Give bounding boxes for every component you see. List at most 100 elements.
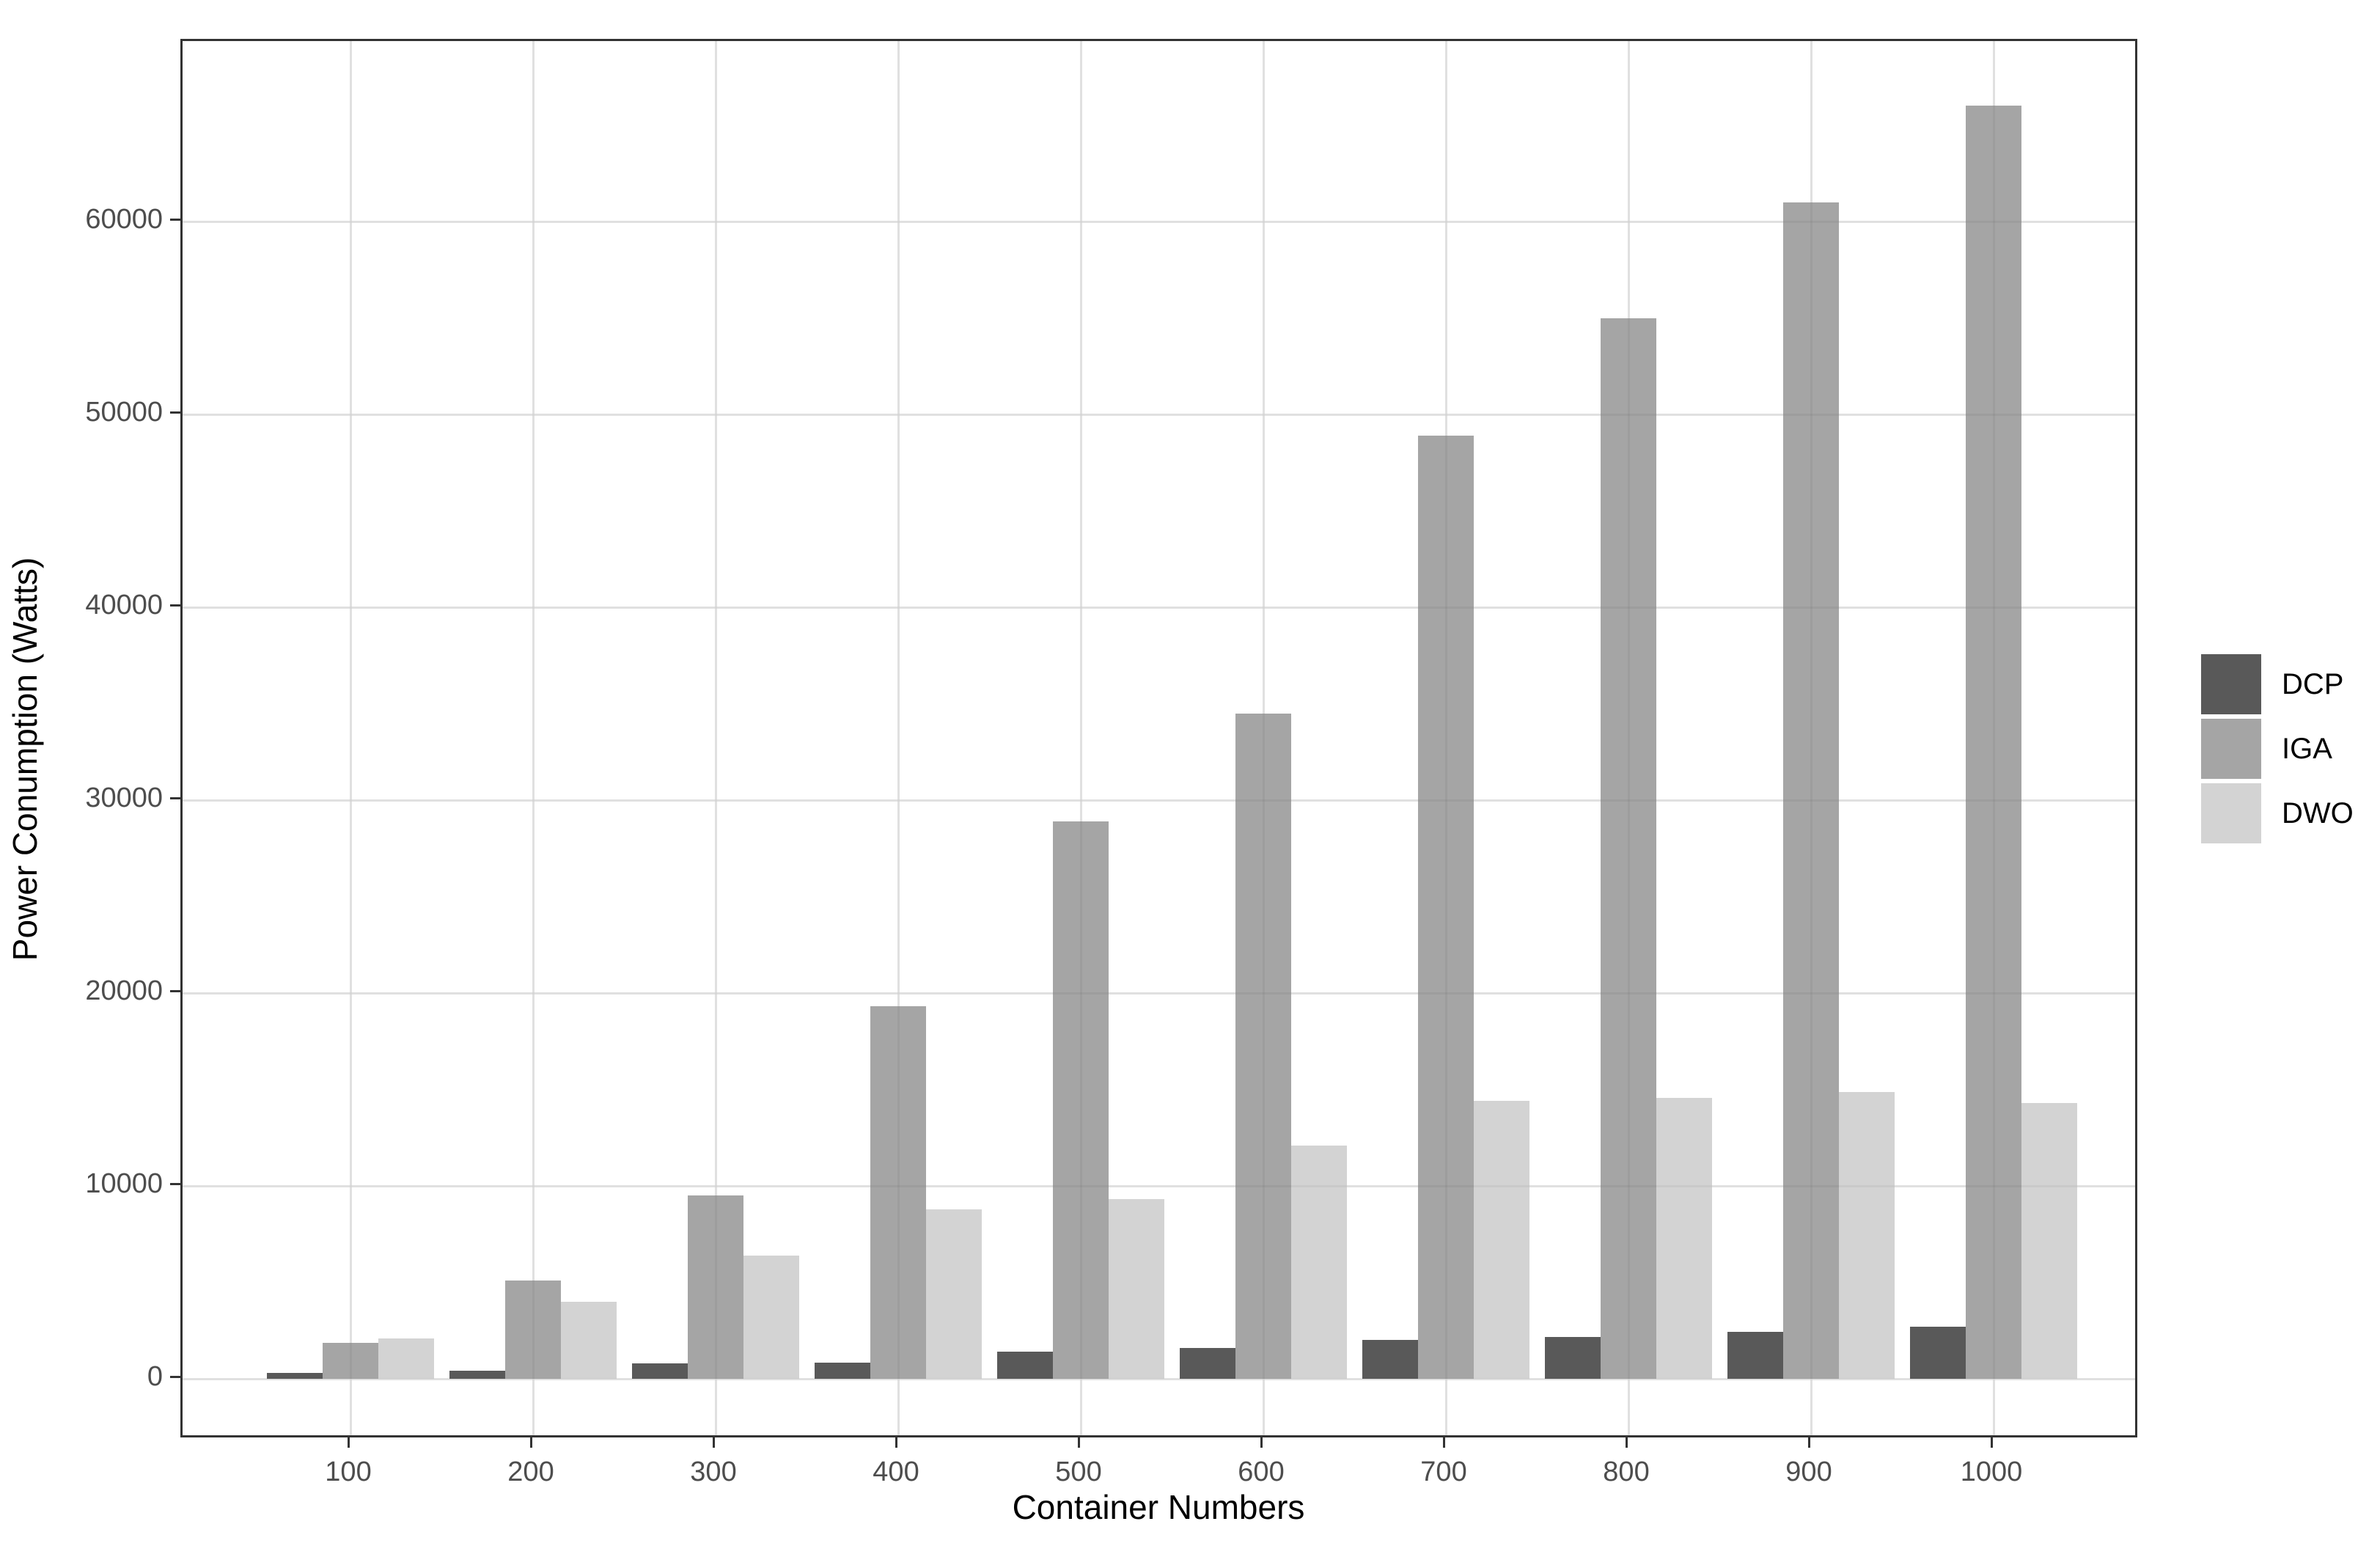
x-tick-500 [1077,1437,1080,1448]
gridline-overlay-y-50000 [183,413,2135,416]
x-tick-100 [347,1437,350,1448]
y-tick-label-20000: 20000 [85,975,163,1006]
x-tick-200 [529,1437,532,1448]
gridline-overlay-x-800 [1627,41,1630,1435]
legend-item-DCP: DCP [2201,654,2354,714]
y-tick-40000 [170,604,180,607]
x-tick-800 [1625,1437,1628,1448]
legend: DCP IGA DWO [2201,654,2354,848]
legend-item-IGA: IGA [2201,719,2354,779]
bar-DWO-400 [926,1209,982,1379]
bar-IGA-800 [1601,318,1656,1379]
y-tick-20000 [170,989,180,992]
bar-IGA-500 [1053,821,1109,1379]
gridline-x-500 [1079,41,1082,1435]
bar-DCP-600 [1180,1347,1235,1379]
x-tick-900 [1807,1437,1810,1448]
legend-label-DCP: DCP [2282,667,2344,700]
y-tick-60000 [170,218,180,221]
y-tick-10000 [170,1182,180,1185]
x-tick-label-500: 500 [1055,1457,1102,1487]
y-tick-label-40000: 40000 [85,590,163,620]
bar-DWO-500 [1109,1199,1164,1379]
bar-IGA-400 [870,1006,926,1379]
gridline-y-20000 [183,992,2135,994]
legend-swatch-IGA [2201,719,2261,779]
bar-DCP-400 [815,1362,870,1379]
y-tick-0 [170,1375,180,1378]
gridline-overlay-x-100 [349,41,352,1435]
bar-DCP-700 [1362,1340,1418,1379]
x-tick-label-300: 300 [690,1457,737,1487]
x-tick-label-700: 700 [1420,1457,1467,1487]
legend-item-DWO: DWO [2201,783,2354,843]
legend-swatch-DCP [2201,654,2261,714]
gridline-overlay-x-500 [1079,41,1082,1435]
gridline-overlay-y-10000 [183,1184,2135,1187]
y-tick-label-30000: 30000 [85,783,163,813]
gridline-overlay-y-20000 [183,992,2135,994]
x-tick-600 [1260,1437,1263,1448]
bar-DWO-600 [1291,1145,1347,1379]
bar-IGA-100 [323,1343,378,1379]
x-tick-label-900: 900 [1785,1457,1832,1487]
x-tick-1000 [1990,1437,1993,1448]
bar-DWO-900 [1839,1092,1895,1379]
bar-IGA-300 [688,1195,743,1379]
legend-label-DWO: DWO [2282,796,2354,829]
bar-DCP-1000 [1910,1326,1966,1379]
x-tick-label-600: 600 [1238,1457,1285,1487]
bar-DWO-1000 [2021,1102,2077,1379]
gridline-overlay-x-600 [1262,41,1265,1435]
gridline-x-200 [532,41,535,1435]
gridline-overlay-x-700 [1444,41,1447,1435]
gridline-overlay-x-300 [714,41,717,1435]
y-tick-50000 [170,411,180,414]
bar-DCP-300 [632,1363,688,1379]
bar-IGA-900 [1783,202,1839,1379]
bar-IGA-700 [1418,435,1474,1379]
x-tick-label-100: 100 [325,1457,372,1487]
bar-DCP-500 [997,1352,1053,1379]
gridline-y-10000 [183,1184,2135,1187]
bar-DCP-100 [267,1373,323,1379]
x-tick-400 [895,1437,897,1448]
x-axis-title: Container Numbers [1012,1488,1305,1526]
x-tick-label-200: 200 [507,1457,554,1487]
y-axis-title: Power Conumption (Watts) [6,557,44,961]
bar-DCP-900 [1727,1331,1783,1379]
x-tick-300 [712,1437,715,1448]
bar-IGA-200 [505,1280,561,1379]
bar-DCP-200 [449,1371,505,1379]
gridline-overlay-x-200 [532,41,535,1435]
gridline-overlay-x-1000 [1992,41,1995,1435]
bar-IGA-600 [1235,713,1291,1379]
gridline-y-30000 [183,799,2135,802]
x-tick-label-800: 800 [1603,1457,1650,1487]
legend-label-IGA: IGA [2282,732,2332,765]
gridline-y-60000 [183,220,2135,223]
plot-panel [180,39,2137,1437]
x-tick-label-400: 400 [873,1457,919,1487]
gridline-y-50000 [183,413,2135,416]
bar-DWO-700 [1474,1101,1529,1379]
bar-IGA-1000 [1966,106,2021,1379]
y-tick-label-0: 0 [147,1361,163,1392]
gridline-overlay-y-0 [183,1377,2135,1380]
x-tick-700 [1442,1437,1445,1448]
gridline-x-100 [349,41,352,1435]
legend-swatch-DWO [2201,783,2261,843]
y-tick-label-50000: 50000 [85,397,163,428]
gridline-y-40000 [183,606,2135,609]
gridline-x-400 [897,41,900,1435]
gridline-overlay-x-900 [1810,41,1812,1435]
x-tick-label-1000: 1000 [1960,1457,2023,1487]
gridline-y-0 [183,1377,2135,1380]
gridline-overlay-x-400 [897,41,900,1435]
y-tick-30000 [170,796,180,799]
gridline-overlay-y-40000 [183,606,2135,609]
gridline-overlay-y-30000 [183,799,2135,802]
y-tick-label-60000: 60000 [85,204,163,235]
bar-DWO-200 [561,1301,617,1379]
